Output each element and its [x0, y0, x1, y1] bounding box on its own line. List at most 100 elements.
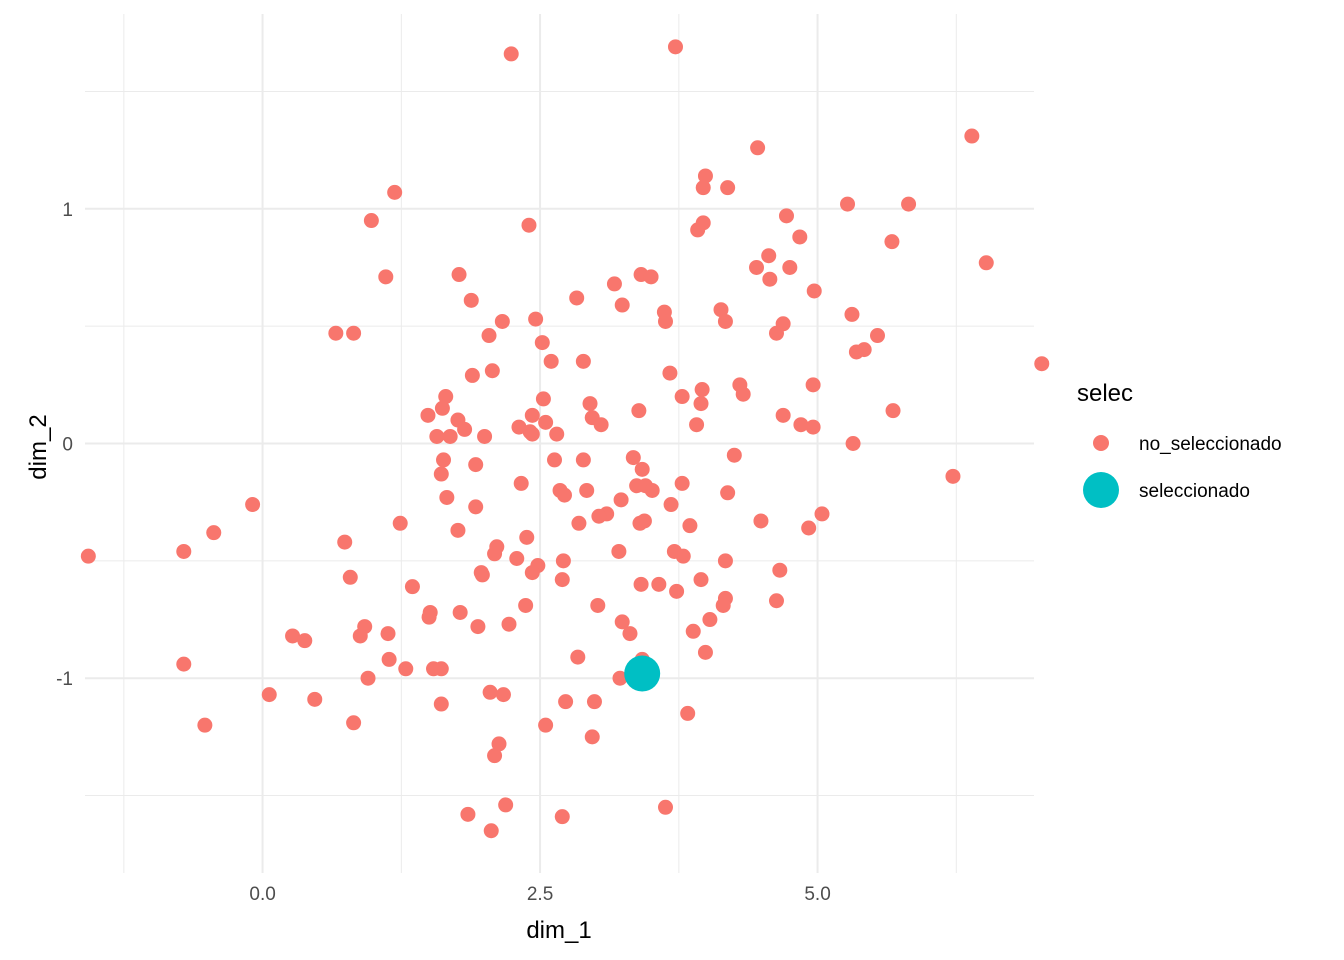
- data-point: [657, 313, 673, 329]
- data-point: [463, 292, 479, 308]
- data-point: [468, 457, 484, 473]
- legend-title: selec: [1077, 380, 1133, 407]
- data-point: [80, 548, 96, 564]
- data-point: [535, 391, 551, 407]
- data-point: [845, 436, 861, 451]
- data-point: [632, 515, 648, 531]
- data-point: [762, 271, 778, 287]
- data-point: [482, 684, 498, 700]
- data-point: [713, 302, 729, 318]
- data-point: [682, 518, 698, 534]
- data-point: [869, 328, 885, 344]
- data-point: [591, 508, 607, 524]
- data-point: [782, 259, 798, 275]
- data-point: [491, 736, 507, 752]
- data-point: [644, 482, 660, 498]
- data-point: [579, 482, 595, 498]
- data-point: [697, 168, 713, 184]
- data-point: [434, 400, 450, 416]
- data-point: [494, 313, 510, 329]
- data-point: [442, 428, 458, 444]
- data-point: [387, 184, 403, 200]
- data-point: [554, 809, 570, 825]
- x-tick-label: 0.0: [249, 884, 275, 905]
- data-point: [693, 572, 709, 588]
- data-point: [571, 515, 587, 531]
- data-point: [346, 325, 362, 341]
- data-point: [509, 551, 525, 567]
- data-point: [518, 597, 534, 613]
- data-point: [793, 417, 809, 433]
- data-point: [593, 417, 609, 433]
- data-point: [297, 633, 313, 649]
- data-point: [528, 311, 544, 327]
- data-point: [735, 386, 751, 402]
- data-point: [689, 417, 705, 433]
- data-point: [421, 609, 437, 625]
- data-point: [674, 475, 690, 491]
- data-point: [694, 382, 710, 398]
- data-point: [398, 661, 414, 677]
- data-point: [885, 403, 901, 419]
- selected-point: [624, 655, 661, 692]
- y-tick-label: 1: [62, 200, 73, 221]
- data-point: [674, 389, 690, 405]
- data-point: [720, 485, 736, 501]
- data-point: [685, 623, 701, 639]
- data-point: [582, 396, 598, 412]
- data-point: [697, 644, 713, 660]
- data-point: [814, 506, 830, 522]
- data-point: [519, 529, 535, 545]
- data-point: [555, 553, 571, 569]
- data-point: [460, 806, 476, 822]
- data-point: [261, 687, 277, 703]
- data-point: [631, 403, 647, 419]
- data-point: [558, 694, 574, 710]
- data-point: [503, 46, 519, 62]
- data-point: [495, 687, 511, 703]
- data-point: [717, 313, 733, 329]
- data-point: [487, 546, 503, 562]
- data-point: [433, 696, 449, 712]
- data-point: [534, 335, 550, 351]
- data-point: [470, 619, 486, 635]
- data-point: [964, 128, 980, 144]
- data-point: [498, 797, 514, 813]
- data-point: [775, 407, 791, 423]
- data-point: [569, 290, 585, 306]
- data-point: [547, 452, 563, 468]
- data-point: [436, 452, 452, 468]
- data-point: [625, 450, 641, 466]
- data-point: [778, 208, 794, 224]
- data-point: [404, 579, 420, 595]
- data-point: [342, 569, 358, 585]
- data-point: [614, 297, 630, 313]
- data-point: [452, 604, 468, 620]
- data-point: [586, 694, 602, 710]
- data-point: [483, 823, 499, 839]
- data-point: [474, 567, 490, 583]
- data-point: [197, 717, 213, 733]
- data-point: [450, 522, 466, 538]
- data-point: [513, 475, 529, 491]
- data-point: [805, 419, 821, 435]
- data-point: [570, 649, 586, 665]
- data-point: [468, 499, 484, 515]
- data-point: [457, 421, 473, 437]
- data-point: [524, 407, 540, 423]
- data-point: [360, 670, 376, 686]
- legend-label-no-seleccionado: no_seleccionado: [1139, 434, 1282, 455]
- data-point: [429, 428, 445, 444]
- data-point: [675, 548, 691, 564]
- major-gridlines: [85, 14, 1034, 873]
- data-point: [643, 269, 659, 285]
- y-axis-tick-labels: -1 0 1: [56, 200, 73, 690]
- data-point: [285, 628, 301, 644]
- legend-key-no-seleccionado: [1093, 435, 1109, 451]
- data-point: [768, 593, 784, 609]
- data-point: [840, 196, 856, 212]
- data-point: [715, 597, 731, 613]
- data-point: [720, 180, 736, 196]
- data-point: [575, 452, 591, 468]
- data-point: [633, 576, 649, 592]
